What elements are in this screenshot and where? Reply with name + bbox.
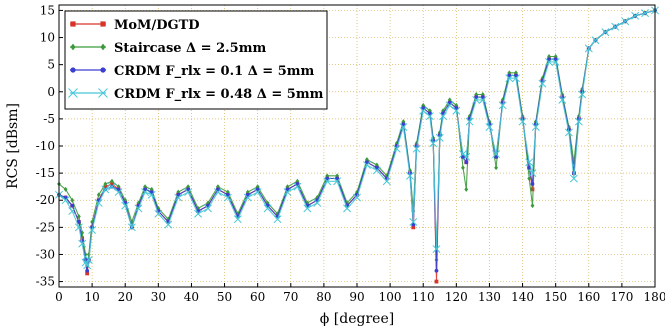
y-tick-label: -35 — [36, 275, 55, 289]
x-tick-label: 30 — [151, 290, 166, 304]
data-point — [435, 280, 439, 284]
data-point — [70, 204, 74, 208]
x-tick-label: 160 — [577, 290, 600, 304]
y-tick-label: 5 — [47, 58, 55, 72]
data-point — [464, 160, 468, 164]
legend-label: CRDM F_rlx = 0.48 Δ = 5mm — [114, 87, 324, 102]
x-tick-label: 0 — [55, 290, 63, 304]
y-tick-label: -15 — [36, 166, 55, 180]
x-tick-label: 80 — [316, 290, 331, 304]
x-tick-label: 40 — [184, 290, 199, 304]
y-tick-label: -5 — [43, 112, 55, 126]
legend: MoM/DGTD Staircase Δ = 2.5mm CRDM F_rlx = … — [65, 11, 327, 109]
y-tick-label: 10 — [40, 31, 55, 45]
y-tick-label: 0 — [47, 85, 55, 99]
x-tick-label: 100 — [379, 290, 402, 304]
data-point — [85, 269, 89, 273]
legend-label: MoM/DGTD — [114, 18, 200, 33]
x-tick-label: 130 — [478, 290, 501, 304]
y-tick-label: -20 — [36, 193, 55, 207]
legend-marker — [100, 67, 105, 72]
legend-marker — [100, 21, 105, 26]
x-tick-label: 180 — [644, 290, 665, 304]
data-point — [435, 269, 439, 273]
y-tick-label: -30 — [36, 247, 55, 261]
x-tick-label: 70 — [283, 290, 298, 304]
x-tick-label: 170 — [610, 290, 633, 304]
y-tick-label: -25 — [36, 220, 55, 234]
y-tick-label: -10 — [36, 139, 55, 153]
x-axis-label: ϕ [degree] — [320, 311, 394, 327]
x-tick-label: 10 — [84, 290, 99, 304]
x-tick-label: 90 — [349, 290, 364, 304]
y-tick-label: 15 — [40, 3, 55, 17]
x-tick-label: 20 — [118, 290, 133, 304]
y-axis-label: RCS [dBsm] — [5, 103, 21, 189]
x-tick-label: 150 — [544, 290, 567, 304]
legend-marker — [70, 67, 75, 72]
x-tick-label: 140 — [511, 290, 534, 304]
data-point — [531, 182, 535, 186]
legend-label: Staircase Δ = 2.5mm — [114, 41, 266, 56]
x-tick-label: 120 — [445, 290, 468, 304]
x-tick-label: 110 — [412, 290, 435, 304]
x-tick-label: 50 — [217, 290, 232, 304]
legend-marker — [70, 21, 75, 26]
x-tick-label: 60 — [250, 290, 265, 304]
legend-label: CRDM F_rlx = 0.1 Δ = 5mm — [114, 64, 315, 79]
